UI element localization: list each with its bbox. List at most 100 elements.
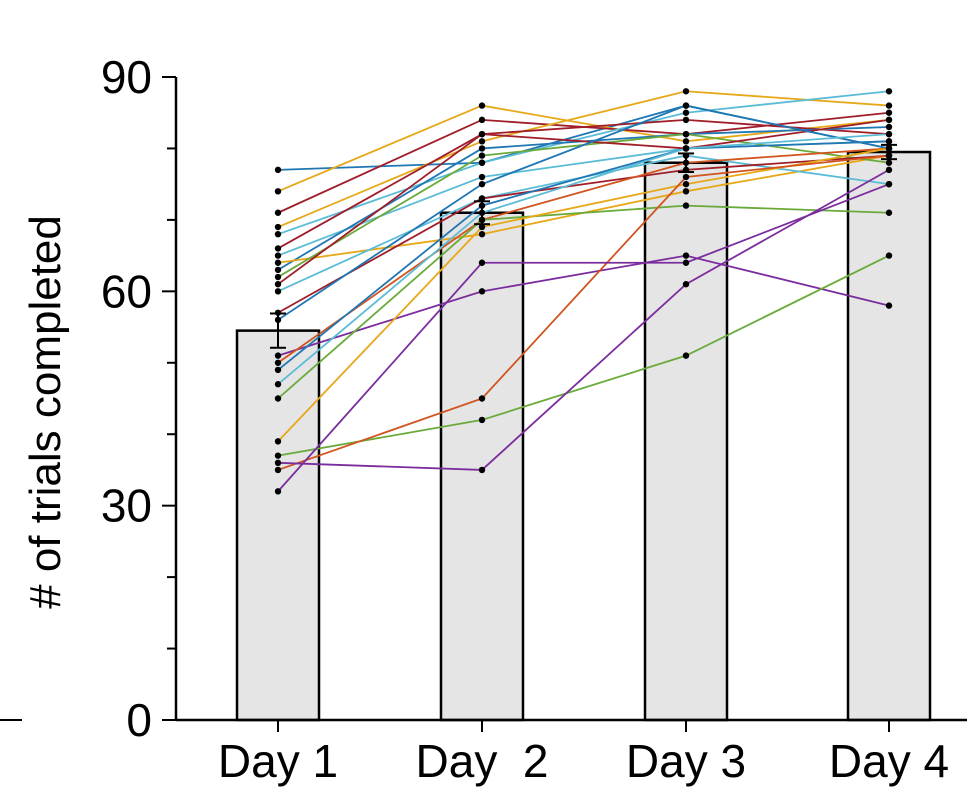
data-point-s19-d1 — [274, 395, 282, 402]
data-point-s20-d2 — [478, 223, 486, 231]
series-line-19 — [277, 204, 890, 400]
x-ticks-group: Day 1 Day 2 Day 3 Day 4 — [218, 720, 949, 787]
bar-1 — [235, 329, 321, 722]
data-point-s24-d2 — [478, 259, 486, 266]
data-point-s19-d3 — [682, 202, 690, 209]
series-line-22 — [277, 154, 890, 471]
data-point-s2-d2 — [478, 102, 486, 109]
data-point-s23-d3 — [682, 280, 690, 288]
bar-3 — [643, 161, 729, 722]
data-point-s8-d1 — [274, 266, 282, 274]
data-point-s24-d3 — [682, 259, 690, 266]
data-point-s1-d1 — [274, 166, 282, 174]
data-point-s4-d3 — [682, 88, 690, 95]
y-tick-label-90: 90 — [101, 51, 152, 103]
data-point-s10-d4 — [885, 159, 893, 166]
data-point-s10-d1 — [274, 273, 282, 281]
data-point-s14-d2 — [478, 180, 486, 188]
data-point-s22-d1 — [274, 466, 282, 474]
data-point-s22-d3 — [682, 173, 690, 181]
data-point-s21-d4 — [885, 252, 893, 259]
data-point-s20-d1 — [274, 438, 282, 445]
series-line-15 — [277, 254, 890, 357]
data-point-s21-d1 — [274, 452, 282, 459]
series-line-16 — [277, 147, 890, 364]
data-point-s23-d1 — [274, 459, 282, 466]
data-point-s9-d2 — [478, 230, 486, 238]
series-line-4 — [277, 90, 890, 228]
data-point-s4-d1 — [274, 223, 282, 231]
series-line-18 — [277, 133, 890, 385]
series-line-11 — [277, 118, 890, 285]
bar-2 — [439, 211, 525, 722]
y-tick-label-0: 0 — [126, 694, 152, 746]
series-line-21 — [277, 254, 890, 457]
series-line-17 — [277, 140, 890, 371]
data-point-s23-d2 — [478, 466, 486, 474]
y-axis-label: # of trials completed — [21, 215, 70, 609]
data-point-s4-d2 — [478, 138, 486, 145]
series-line-13 — [277, 154, 890, 314]
data-point-s15-d4 — [885, 302, 893, 309]
data-point-s7-d1 — [274, 252, 282, 259]
data-point-s5-d4 — [885, 88, 893, 95]
data-point-s5-d2 — [478, 159, 486, 166]
data-point-s14-d3 — [682, 102, 690, 109]
data-point-s23-d4 — [885, 166, 893, 174]
data-point-s11-d1 — [274, 280, 282, 288]
bar-4 — [846, 150, 932, 722]
data-point-s15-d1 — [274, 352, 282, 359]
data-point-s5-d1 — [274, 230, 282, 238]
y-tick-label-30: 30 — [101, 480, 152, 532]
series-line-14 — [277, 104, 890, 321]
data-point-s2-d1 — [274, 188, 282, 195]
data-point-s24-d4 — [885, 180, 893, 188]
data-point-s6-d3 — [682, 116, 690, 124]
data-point-s4-d4 — [885, 102, 893, 109]
data-point-s3-d2 — [478, 116, 486, 124]
error-bars-group — [270, 143, 897, 349]
series-lines-group — [277, 90, 890, 492]
data-point-s15-d3 — [682, 252, 690, 259]
x-tick-label-3: Day 3 — [626, 735, 746, 787]
data-point-s9-d1 — [274, 259, 282, 266]
series-line-24 — [277, 183, 890, 492]
data-point-s12-d1 — [274, 288, 282, 295]
data-point-s17-d1 — [274, 366, 282, 374]
data-point-s9-d3 — [682, 188, 690, 195]
y-tick-label-60: 60 — [101, 265, 152, 317]
data-point-s7-d2 — [478, 173, 486, 181]
x-tick-label-1: Day 1 — [218, 735, 338, 787]
x-tick-label-4: Day 4 — [829, 735, 949, 787]
data-point-s24-d1 — [274, 488, 282, 495]
y-ticks-group: 0 30 60 90 — [101, 51, 176, 746]
series-line-7 — [277, 140, 890, 257]
data-point-s6-d1 — [274, 245, 282, 252]
data-point-s16-d1 — [274, 359, 282, 366]
data-point-s10-d2 — [478, 152, 486, 159]
data-point-s18-d1 — [274, 381, 282, 388]
data-point-s18-d3 — [682, 145, 690, 152]
series-line-8 — [277, 126, 890, 271]
series-line-5 — [277, 90, 890, 236]
data-point-s8-d2 — [478, 145, 486, 152]
data-point-s19-d4 — [885, 209, 893, 216]
data-point-s18-d4 — [885, 130, 893, 138]
x-tick-label-2: Day 2 — [416, 735, 549, 787]
data-point-s10-d3 — [682, 130, 690, 138]
data-point-s8-d4 — [885, 123, 893, 131]
data-points-group — [274, 88, 893, 495]
data-point-s11-d4 — [885, 116, 893, 124]
series-line-2 — [277, 104, 890, 193]
data-point-s2-d3 — [682, 138, 690, 145]
data-point-s20-d3 — [682, 180, 690, 188]
data-point-s17-d4 — [885, 138, 893, 145]
data-point-s3-d1 — [274, 209, 282, 216]
data-point-s21-d3 — [682, 352, 690, 359]
axes-group — [0, 77, 967, 722]
data-point-s22-d2 — [478, 395, 486, 402]
series-line-23 — [277, 169, 890, 471]
data-point-s15-d2 — [478, 288, 486, 295]
data-point-s5-d3 — [682, 109, 690, 116]
